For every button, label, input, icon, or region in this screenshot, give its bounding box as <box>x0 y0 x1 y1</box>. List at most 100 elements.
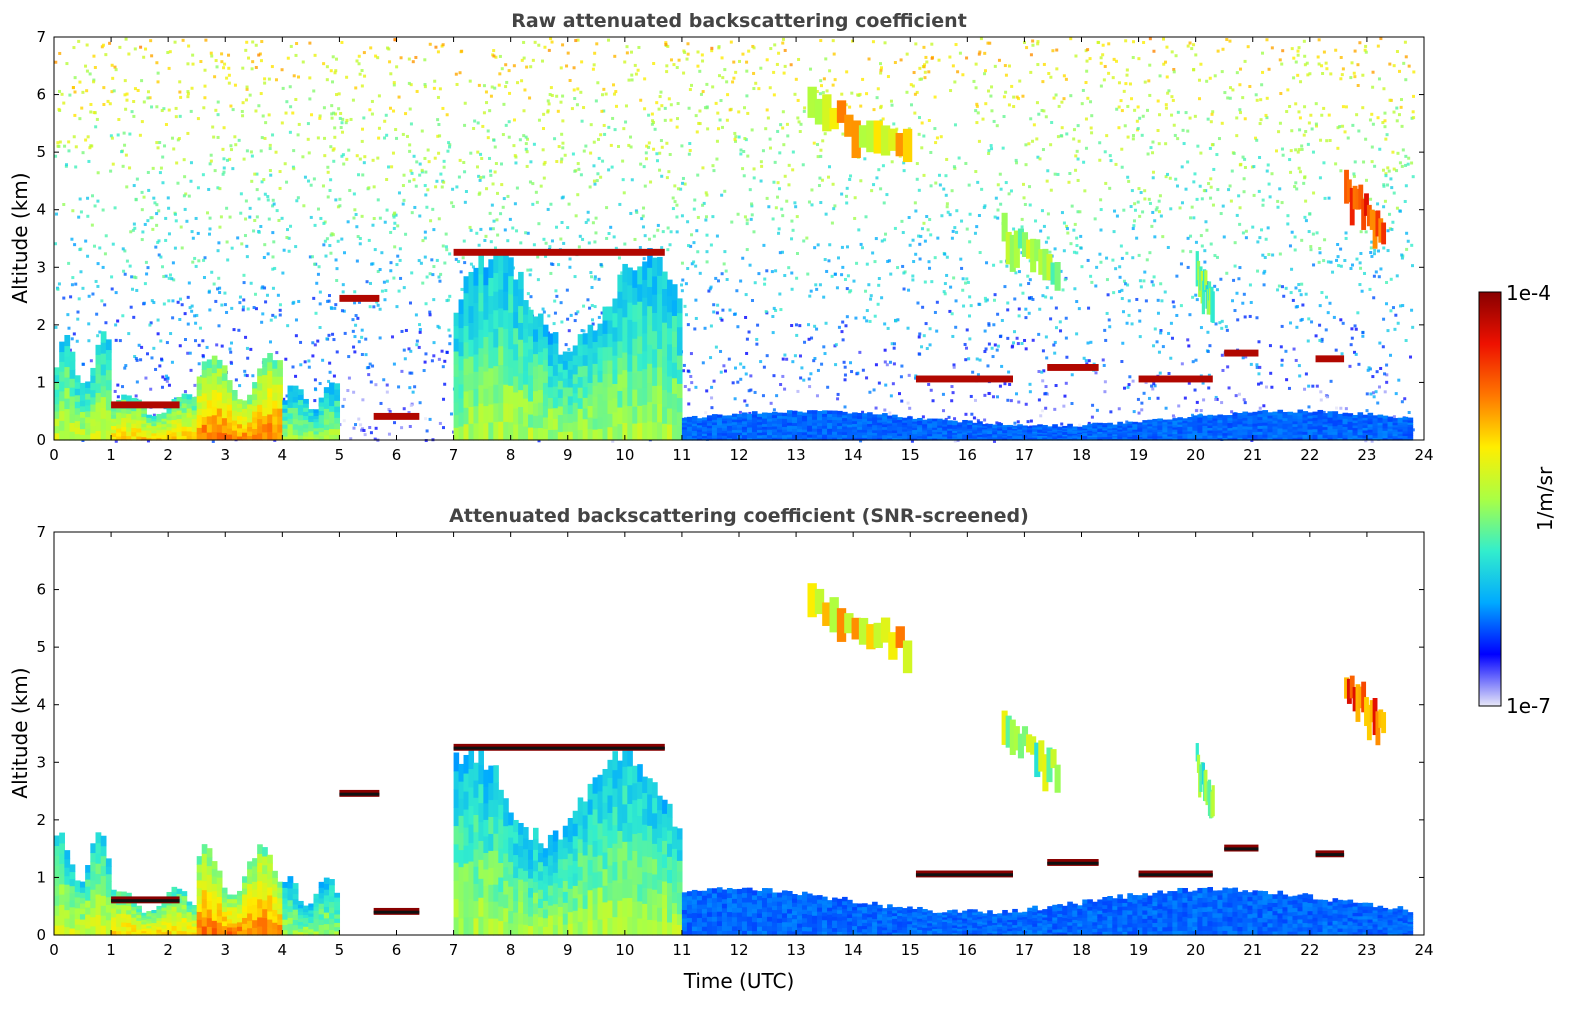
noise-cell <box>1125 73 1129 77</box>
noise-cell <box>1278 121 1282 125</box>
noise-cell <box>1099 198 1103 202</box>
noise-cell <box>1400 164 1404 168</box>
noise-cell <box>776 181 780 185</box>
backscatter-cell <box>141 436 147 441</box>
noise-cell <box>1160 299 1164 303</box>
noise-cell <box>507 69 511 73</box>
noise-cell <box>1026 420 1030 424</box>
noise-cell <box>1193 388 1197 392</box>
noise-cell <box>242 281 246 285</box>
noise-cell <box>229 104 233 108</box>
noise-cell <box>312 89 316 93</box>
noise-cell <box>636 68 640 72</box>
noise-cell <box>999 260 1003 264</box>
noise-cell <box>104 321 108 325</box>
noise-cell <box>667 97 671 101</box>
noise-cell <box>1065 227 1069 231</box>
noise-cell <box>1258 365 1262 369</box>
noise-cell <box>1077 139 1081 143</box>
noise-cell <box>1280 363 1284 367</box>
noise-cell <box>1148 37 1152 41</box>
backscatter-cell <box>95 344 102 355</box>
noise-cell <box>1315 384 1319 388</box>
noise-cell <box>193 339 197 343</box>
backscatter-cell <box>329 405 335 412</box>
noise-cell <box>937 173 941 177</box>
noise-cell <box>580 119 584 123</box>
noise-cell <box>1300 144 1304 148</box>
noise-cell <box>134 357 138 361</box>
noise-cell <box>912 71 916 75</box>
noise-cell <box>1115 107 1119 111</box>
noise-cell <box>353 208 357 212</box>
noise-cell <box>1136 200 1140 204</box>
backscatter-cell <box>483 267 489 286</box>
noise-cell <box>1124 282 1128 286</box>
backscatter-cell <box>196 382 203 390</box>
noise-cell <box>696 250 700 254</box>
noise-cell <box>216 287 220 291</box>
noise-cell <box>1396 321 1400 325</box>
noise-cell <box>327 379 331 383</box>
noise-cell <box>1194 240 1198 244</box>
noise-cell <box>729 40 733 44</box>
backscatter-cell <box>277 368 283 377</box>
noise-cell <box>1159 329 1163 333</box>
noise-cell <box>291 365 295 369</box>
noise-cell <box>317 265 321 269</box>
noise-cell <box>738 410 742 414</box>
noise-cell <box>263 81 267 85</box>
backscatter-cell <box>111 429 117 434</box>
backscatter-cell <box>186 435 193 441</box>
noise-cell <box>964 412 968 416</box>
noise-cell <box>841 132 845 136</box>
noise-cell <box>1221 368 1225 372</box>
noise-cell <box>893 226 897 230</box>
noise-cell <box>1401 148 1405 152</box>
noise-cell <box>983 204 987 208</box>
noise-cell <box>152 413 156 417</box>
noise-cell <box>749 217 753 221</box>
noise-cell <box>395 65 399 69</box>
noise-cell <box>928 343 932 347</box>
noise-cell <box>362 161 366 165</box>
noise-cell <box>371 158 375 162</box>
noise-cell <box>1211 203 1215 207</box>
noise-cell <box>567 329 571 333</box>
noise-cell <box>1328 138 1332 142</box>
noise-cell <box>1316 55 1320 59</box>
noise-cell <box>86 196 90 200</box>
noise-cell <box>260 40 264 44</box>
backscatter-cell <box>557 422 564 433</box>
noise-cell <box>519 241 523 245</box>
noise-cell <box>1340 352 1344 356</box>
noise-cell <box>1046 212 1050 216</box>
backscatter-cell <box>262 366 268 376</box>
noise-cell <box>1202 189 1206 193</box>
noise-cell <box>575 103 579 107</box>
noise-cell <box>286 324 290 328</box>
backscatter-cell <box>95 420 102 432</box>
noise-cell <box>178 90 182 94</box>
noise-cell <box>423 360 427 364</box>
noise-cell <box>752 71 756 75</box>
noise-cell <box>191 260 195 264</box>
noise-cell <box>1344 236 1348 240</box>
noise-cell <box>1082 160 1086 164</box>
noise-cell <box>983 329 987 333</box>
noise-cell <box>1356 63 1360 67</box>
noise-cell <box>1371 70 1375 74</box>
noise-cell <box>906 401 910 405</box>
noise-cell <box>343 331 347 335</box>
noise-cell <box>953 166 957 170</box>
noise-cell <box>1298 116 1302 120</box>
noise-cell <box>1188 116 1192 120</box>
noise-cell <box>634 72 638 76</box>
backscatter-cell <box>267 379 273 389</box>
backscatter-cell <box>518 406 524 424</box>
noise-cell <box>1023 338 1027 342</box>
noise-cell <box>987 323 991 327</box>
noise-cell <box>332 147 336 151</box>
noise-cell <box>526 292 530 296</box>
noise-cell <box>965 328 969 332</box>
